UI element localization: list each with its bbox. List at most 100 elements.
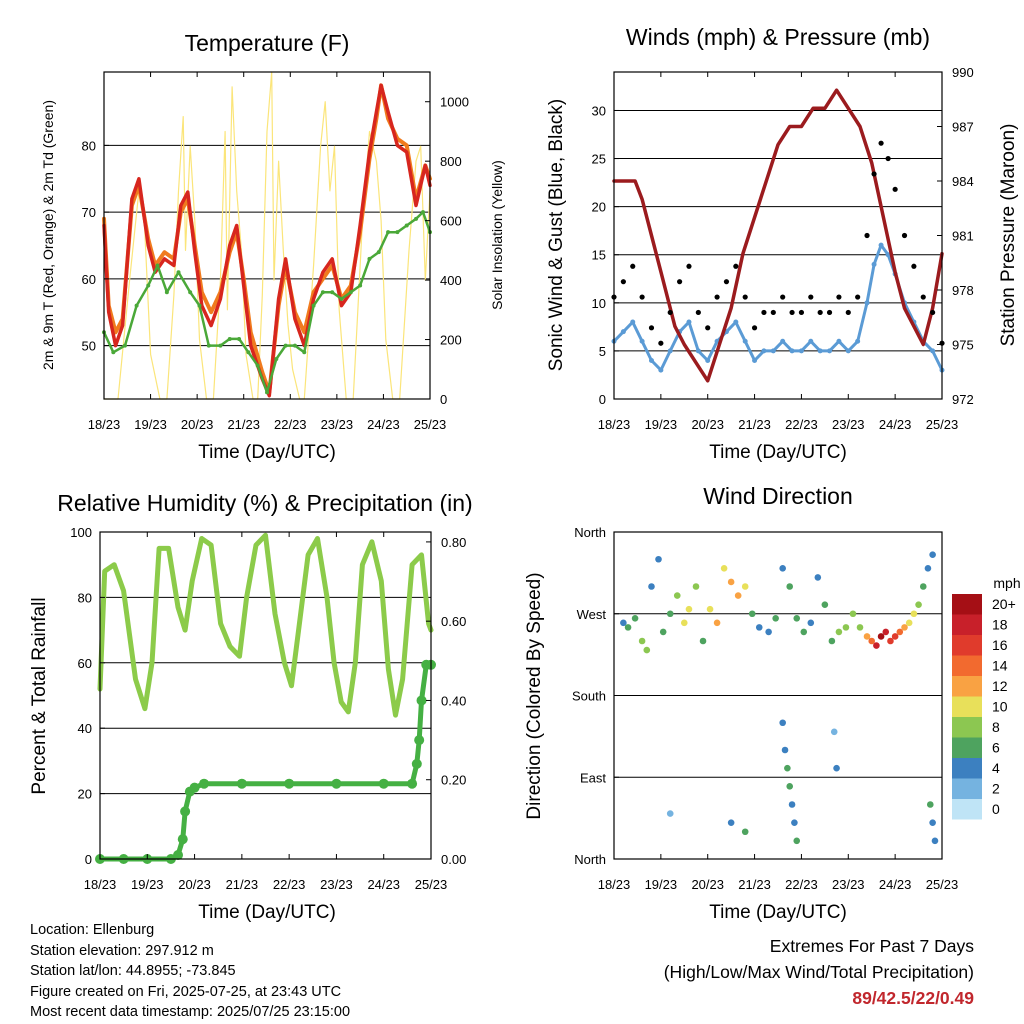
legend-label: 12: [992, 678, 1008, 694]
x-tick-label: 22/23: [785, 417, 818, 432]
y-tick-label: 80: [82, 138, 96, 153]
direction-point: [713, 619, 721, 627]
x-tick-label: 18/23: [88, 417, 121, 432]
temperature-panel: Temperature (F) 18/23 19/23 20/23 21/23 22/2…: [40, 30, 505, 463]
temperature-series-point: [265, 390, 269, 395]
direction-point: [830, 728, 838, 736]
y-tick-label: 20: [78, 787, 92, 802]
legend-label: 2: [992, 781, 1000, 797]
direction-point: [931, 837, 939, 845]
winds-series-point: [620, 329, 626, 335]
winds-series-point: [761, 348, 767, 354]
legend-swatch: [952, 778, 982, 799]
direction-point: [828, 637, 836, 645]
wind-gust-point: [639, 294, 645, 300]
winds-series-point: [770, 348, 776, 354]
x-tick-label: 21/23: [226, 877, 259, 892]
y2-tick-label: 972: [952, 392, 974, 407]
x-tick-label: 25/23: [926, 417, 959, 432]
humidity-ylabel-left: Percent & Total Rainfall: [29, 597, 50, 794]
wind-gust-point: [723, 279, 730, 285]
legend-label: 10: [992, 699, 1008, 715]
humidity-series-point: [407, 778, 418, 789]
wind-gust-point: [686, 263, 692, 269]
direction-ylabel-left: Direction (Colored By Speed): [524, 572, 545, 819]
wind-gust-point: [648, 325, 655, 331]
wind-gust-point: [611, 294, 617, 300]
direction-point: [821, 601, 829, 608]
extremes-values: 89/42.5/22/0.49: [852, 988, 974, 1008]
direction-point: [882, 628, 890, 636]
wind-gust-point: [885, 155, 891, 162]
y2-tick-label: 0: [440, 392, 447, 407]
wind-gust-point: [667, 309, 673, 316]
legend-swatch: [952, 635, 982, 656]
direction-point: [666, 810, 674, 817]
temperature-series-point: [155, 263, 160, 268]
temperature-series-point: [348, 290, 353, 295]
winds-series-point: [639, 338, 645, 344]
direction-xlabel: Time (Day/UTC): [709, 902, 847, 923]
temperature-series-point: [292, 343, 297, 348]
direction-point: [788, 801, 796, 808]
winds-series-point: [658, 367, 664, 373]
temperature-series-point: [122, 343, 127, 348]
wind-gust-point: [714, 294, 720, 300]
direction-point: [891, 633, 899, 640]
direction-point: [727, 819, 735, 826]
wind-gust-point: [770, 309, 776, 316]
humidity-series-point: [416, 695, 427, 706]
temperature-ylabel-right: Solar Insolation (Yellow): [489, 160, 505, 310]
y2-tick-label: 400: [440, 273, 462, 288]
y2-tick-label: 0.20: [441, 773, 466, 788]
legend-swatch: [952, 696, 982, 717]
y-tick-label: 10: [592, 296, 606, 311]
x-tick-label: 19/23: [131, 877, 164, 892]
x-tick-label: 19/23: [645, 417, 678, 432]
temperature-series-point: [218, 343, 223, 348]
humidity-series-point: [177, 834, 188, 845]
x-tick-label: 23/23: [320, 877, 353, 892]
direction-point: [924, 565, 932, 572]
legend-label: 6: [992, 740, 1000, 756]
winds-ylabel-left: Sonic Wind & Gust (Blue, Black): [546, 99, 567, 371]
winds-xlabel: Time (Day/UTC): [709, 442, 847, 463]
speed-legend: mph 20+ 18 16 14 12 10 8 6 4 2 0: [952, 575, 1021, 820]
winds-ylabel-right: Station Pressure (Maroon): [998, 124, 1019, 347]
x-tick-label: 19/23: [645, 877, 678, 892]
direction-point: [919, 583, 927, 590]
wind-gust-point: [892, 186, 898, 192]
humidity-series-point: [414, 735, 425, 746]
y-tick-label: 50: [82, 339, 96, 354]
humidity-series-point: [180, 806, 191, 817]
temperature-series-point: [206, 343, 211, 348]
direction-point: [901, 624, 908, 631]
temperature-series-point: [111, 350, 116, 355]
wind-gust-point: [761, 309, 767, 316]
x-tick-label: 24/23: [367, 877, 400, 892]
winds-title: Winds (mph) & Pressure (mb): [626, 24, 930, 50]
humidity-panel: Relative Humidity (%) & Precipitation (i…: [29, 490, 473, 923]
y2-tick-label: 990: [952, 65, 974, 80]
direction-point: [793, 614, 801, 622]
wind-gust-point: [901, 232, 908, 239]
legend-label: 14: [992, 658, 1008, 674]
direction-point: [734, 592, 742, 599]
y-tick-label: East: [580, 770, 606, 785]
temperature-series-point: [367, 256, 372, 261]
temperature-series-point: [255, 363, 260, 368]
plot-frame: [613, 71, 943, 400]
winds-series-point: [827, 348, 833, 354]
x-tick-label: 21/23: [738, 417, 771, 432]
winds-series-point: [780, 338, 786, 344]
direction-point: [786, 583, 794, 590]
wind-gust-point: [864, 232, 870, 239]
wind-gust-point: [939, 340, 945, 346]
humidity-series-point: [236, 778, 247, 789]
recent-text: Most recent data timestamp: 2025/07/25 2…: [30, 1004, 351, 1021]
humidity-series-point: [189, 782, 200, 793]
winds-series-point: [733, 319, 739, 325]
x-tick-label: 22/23: [785, 877, 818, 892]
y-tick-label: 30: [592, 103, 606, 118]
temperature-series-point: [164, 290, 169, 295]
